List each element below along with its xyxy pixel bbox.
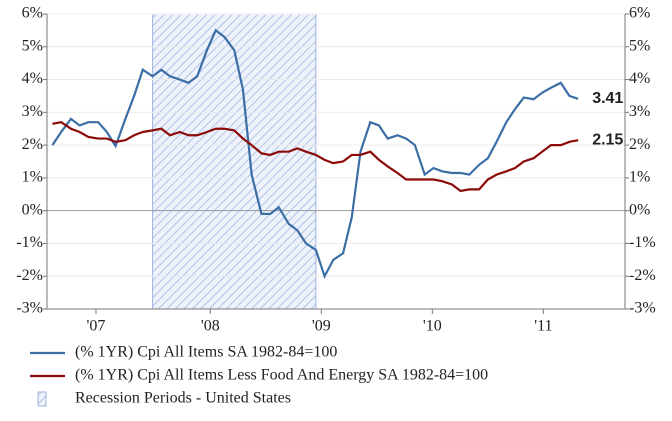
end-label: 2.15 [592,131,623,148]
y2-tick-label: 4% [629,70,650,87]
y2-tick-label: 6% [629,5,650,22]
y-tick-label: 6% [22,5,43,22]
x-tick-label: '10 [423,318,442,335]
y2-tick-label: 0% [629,201,650,218]
end-label: 3.41 [592,90,623,107]
y2-tick-label: 3% [629,103,650,120]
x-tick-label: '07 [87,318,106,335]
y-tick-label: -1% [16,234,43,251]
y-tick-label: 2% [22,136,43,153]
series-line [51,28,579,280]
x-tick-label: '08 [201,318,220,335]
legend-label: Recession Periods - United States [75,390,291,407]
legend-label: (% 1YR) Cpi All Items Less Food And Ener… [75,367,488,384]
y-tick-label: 0% [22,201,43,218]
y-tick-label: 4% [22,70,43,87]
y2-tick-label: -2% [629,267,656,284]
y-tick-label: 3% [22,103,43,120]
series-line [52,121,579,193]
y-tick-label: 1% [22,169,43,186]
y-tick-label: 5% [22,37,43,54]
y-tick-label: -2% [16,267,43,284]
x-tick-label: '09 [312,318,331,335]
y2-tick-label: 5% [629,37,650,54]
recession-band [152,13,317,310]
x-tick-label: '11 [534,318,552,335]
y2-tick-label: -3% [629,300,656,317]
y2-tick-label: 1% [629,169,650,186]
y-tick-label: -3% [16,300,43,317]
legend-swatch [37,391,47,407]
legend-label: (% 1YR) Cpi All Items SA 1982-84=100 [75,344,337,361]
y2-tick-label: -1% [629,234,656,251]
y2-tick-label: 2% [629,136,650,153]
